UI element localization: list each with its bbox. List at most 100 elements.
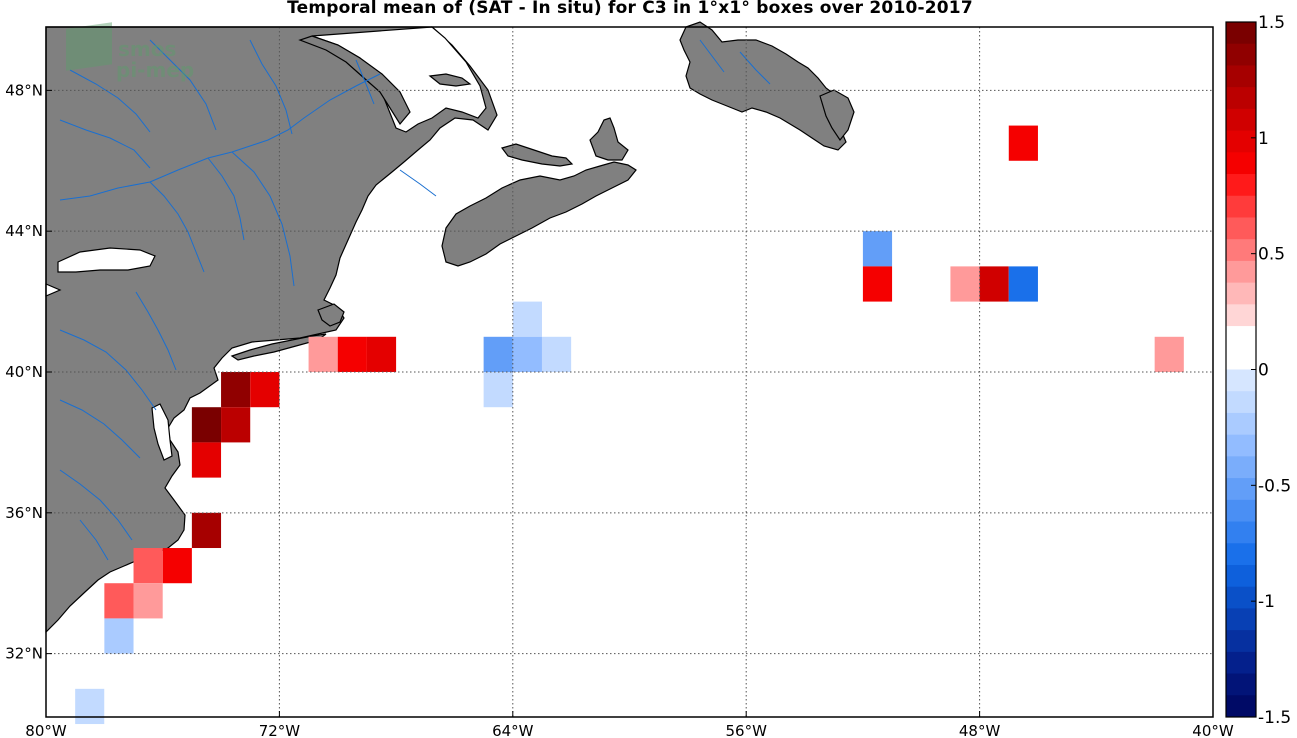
colorbar-segment — [1226, 564, 1256, 588]
colorbar-segment — [1226, 521, 1256, 544]
colorbar-tick-label: 0.5 — [1258, 245, 1285, 265]
colorbar-segment — [1226, 456, 1256, 479]
newfoundland — [679, 21, 847, 151]
colorbar-tick-label: -1 — [1258, 592, 1275, 612]
heatmap-cell — [104, 688, 134, 725]
avalon-peninsula — [819, 89, 855, 142]
river — [135, 291, 177, 371]
longitude-tick-labels: 80°W 72°W 64°W 56°W 48°W 40°W — [25, 711, 1234, 738]
heatmap-cell — [133, 583, 163, 619]
colorbar-segment — [1226, 239, 1256, 262]
colorbar-segment — [1226, 478, 1256, 501]
watermark-line2: pi-mep — [116, 58, 194, 82]
river — [739, 51, 771, 85]
river — [149, 39, 217, 131]
colorbar-segment — [1226, 391, 1256, 414]
river — [149, 181, 205, 273]
rivers-layer — [59, 39, 771, 561]
heatmap-cell — [308, 336, 338, 372]
river — [59, 469, 133, 541]
heatmap-cell — [75, 688, 105, 725]
heatmap-cell — [483, 372, 513, 408]
colorbar-tick-label: 1 — [1258, 129, 1269, 149]
anticosti-island — [428, 73, 472, 87]
river — [231, 151, 295, 287]
prince-edward-island — [500, 143, 574, 167]
colorbar-segment — [1226, 174, 1256, 197]
heatmap-cell — [104, 583, 134, 619]
heatmap-cells — [75, 125, 1184, 725]
latitude-tick-label: 36°N — [5, 504, 43, 522]
heatmap-cell — [979, 266, 1009, 302]
river — [59, 399, 141, 459]
colorbar-segment — [1226, 65, 1256, 88]
colorbar-segment — [1226, 108, 1256, 132]
colorbar-segment — [1226, 630, 1256, 653]
colorbar-segment — [1226, 22, 1256, 45]
quebec-north-shore — [298, 35, 411, 126]
colorbar-segment — [1226, 412, 1256, 436]
heatmap-cell — [1154, 336, 1184, 372]
colorbar-segment — [1226, 673, 1256, 696]
river — [69, 69, 151, 133]
colorbar-segment — [1226, 434, 1256, 457]
heatmap-cell — [512, 336, 542, 372]
colorbar-segment — [1226, 282, 1256, 305]
latitude-tick-label: 32°N — [5, 645, 43, 663]
heatmap-cell — [162, 548, 192, 584]
colorbar-segment — [1226, 608, 1256, 631]
heatmap-cell — [1008, 266, 1038, 302]
colorbar-segment — [1226, 695, 1256, 718]
colorbar-segment — [1226, 130, 1256, 153]
longitude-tick-label: 64°W — [492, 722, 534, 738]
heatmap-cell — [104, 618, 134, 654]
lake-ontario — [57, 247, 156, 273]
heatmap-cell — [191, 442, 222, 478]
latitude-tick-label: 44°N — [5, 222, 43, 240]
river — [399, 169, 437, 197]
heatmap-cell — [191, 407, 222, 443]
nova-scotia — [441, 161, 637, 267]
river — [79, 519, 109, 561]
delmarva-peninsula — [151, 403, 173, 461]
latitude-tick-labels: 32°N 36°N 40°N 44°N 48°N — [5, 81, 52, 663]
heatmap-cell — [512, 301, 542, 337]
colorbar-segment — [1226, 326, 1256, 349]
longitude-tick-label: 72°W — [259, 722, 301, 738]
longitude-tick-label: 56°W — [725, 722, 767, 738]
colorbar-segment — [1226, 87, 1256, 110]
river — [249, 39, 293, 135]
heatmap-cell — [221, 407, 251, 443]
heatmap-cell — [541, 336, 572, 372]
longitude-tick-label: 40°W — [1192, 722, 1234, 738]
graticule — [46, 27, 1213, 717]
heatmap-cell — [133, 548, 163, 584]
colorbar: 1.5 1 0.5 0 -0.5 -1 -1.5 — [1225, 13, 1291, 728]
colorbar-segment — [1226, 586, 1256, 609]
map-title: Temporal mean of (SAT - In situ) for C3 … — [287, 0, 973, 18]
colorbar-segment — [1226, 369, 1256, 392]
heatmap-cell — [862, 231, 893, 267]
heatmap-cell — [221, 372, 251, 408]
colorbar-segment — [1226, 651, 1256, 675]
latitude-tick-label: 40°N — [5, 363, 43, 381]
cape-cod — [317, 303, 345, 327]
heatmap-cell — [366, 336, 397, 372]
heatmap-cell — [1008, 125, 1038, 161]
heatmap-cell — [75, 618, 105, 654]
colorbar-tick-label: -1.5 — [1258, 708, 1291, 728]
river — [207, 157, 245, 241]
latitude-tick-label: 48°N — [5, 81, 43, 99]
heatmap-cell — [483, 336, 513, 372]
colorbar-segment — [1226, 260, 1256, 284]
river — [59, 119, 151, 169]
colorbar-tick-label: 1.5 — [1258, 13, 1285, 33]
heatmap-cell — [250, 372, 280, 408]
river — [355, 59, 375, 105]
river — [699, 39, 725, 73]
colorbar-segment — [1226, 195, 1256, 218]
watermark-line1: smos — [118, 37, 176, 61]
colorbar-segment — [1226, 43, 1256, 66]
smos-pi-mep-logo: smos pi-mep — [66, 22, 194, 82]
